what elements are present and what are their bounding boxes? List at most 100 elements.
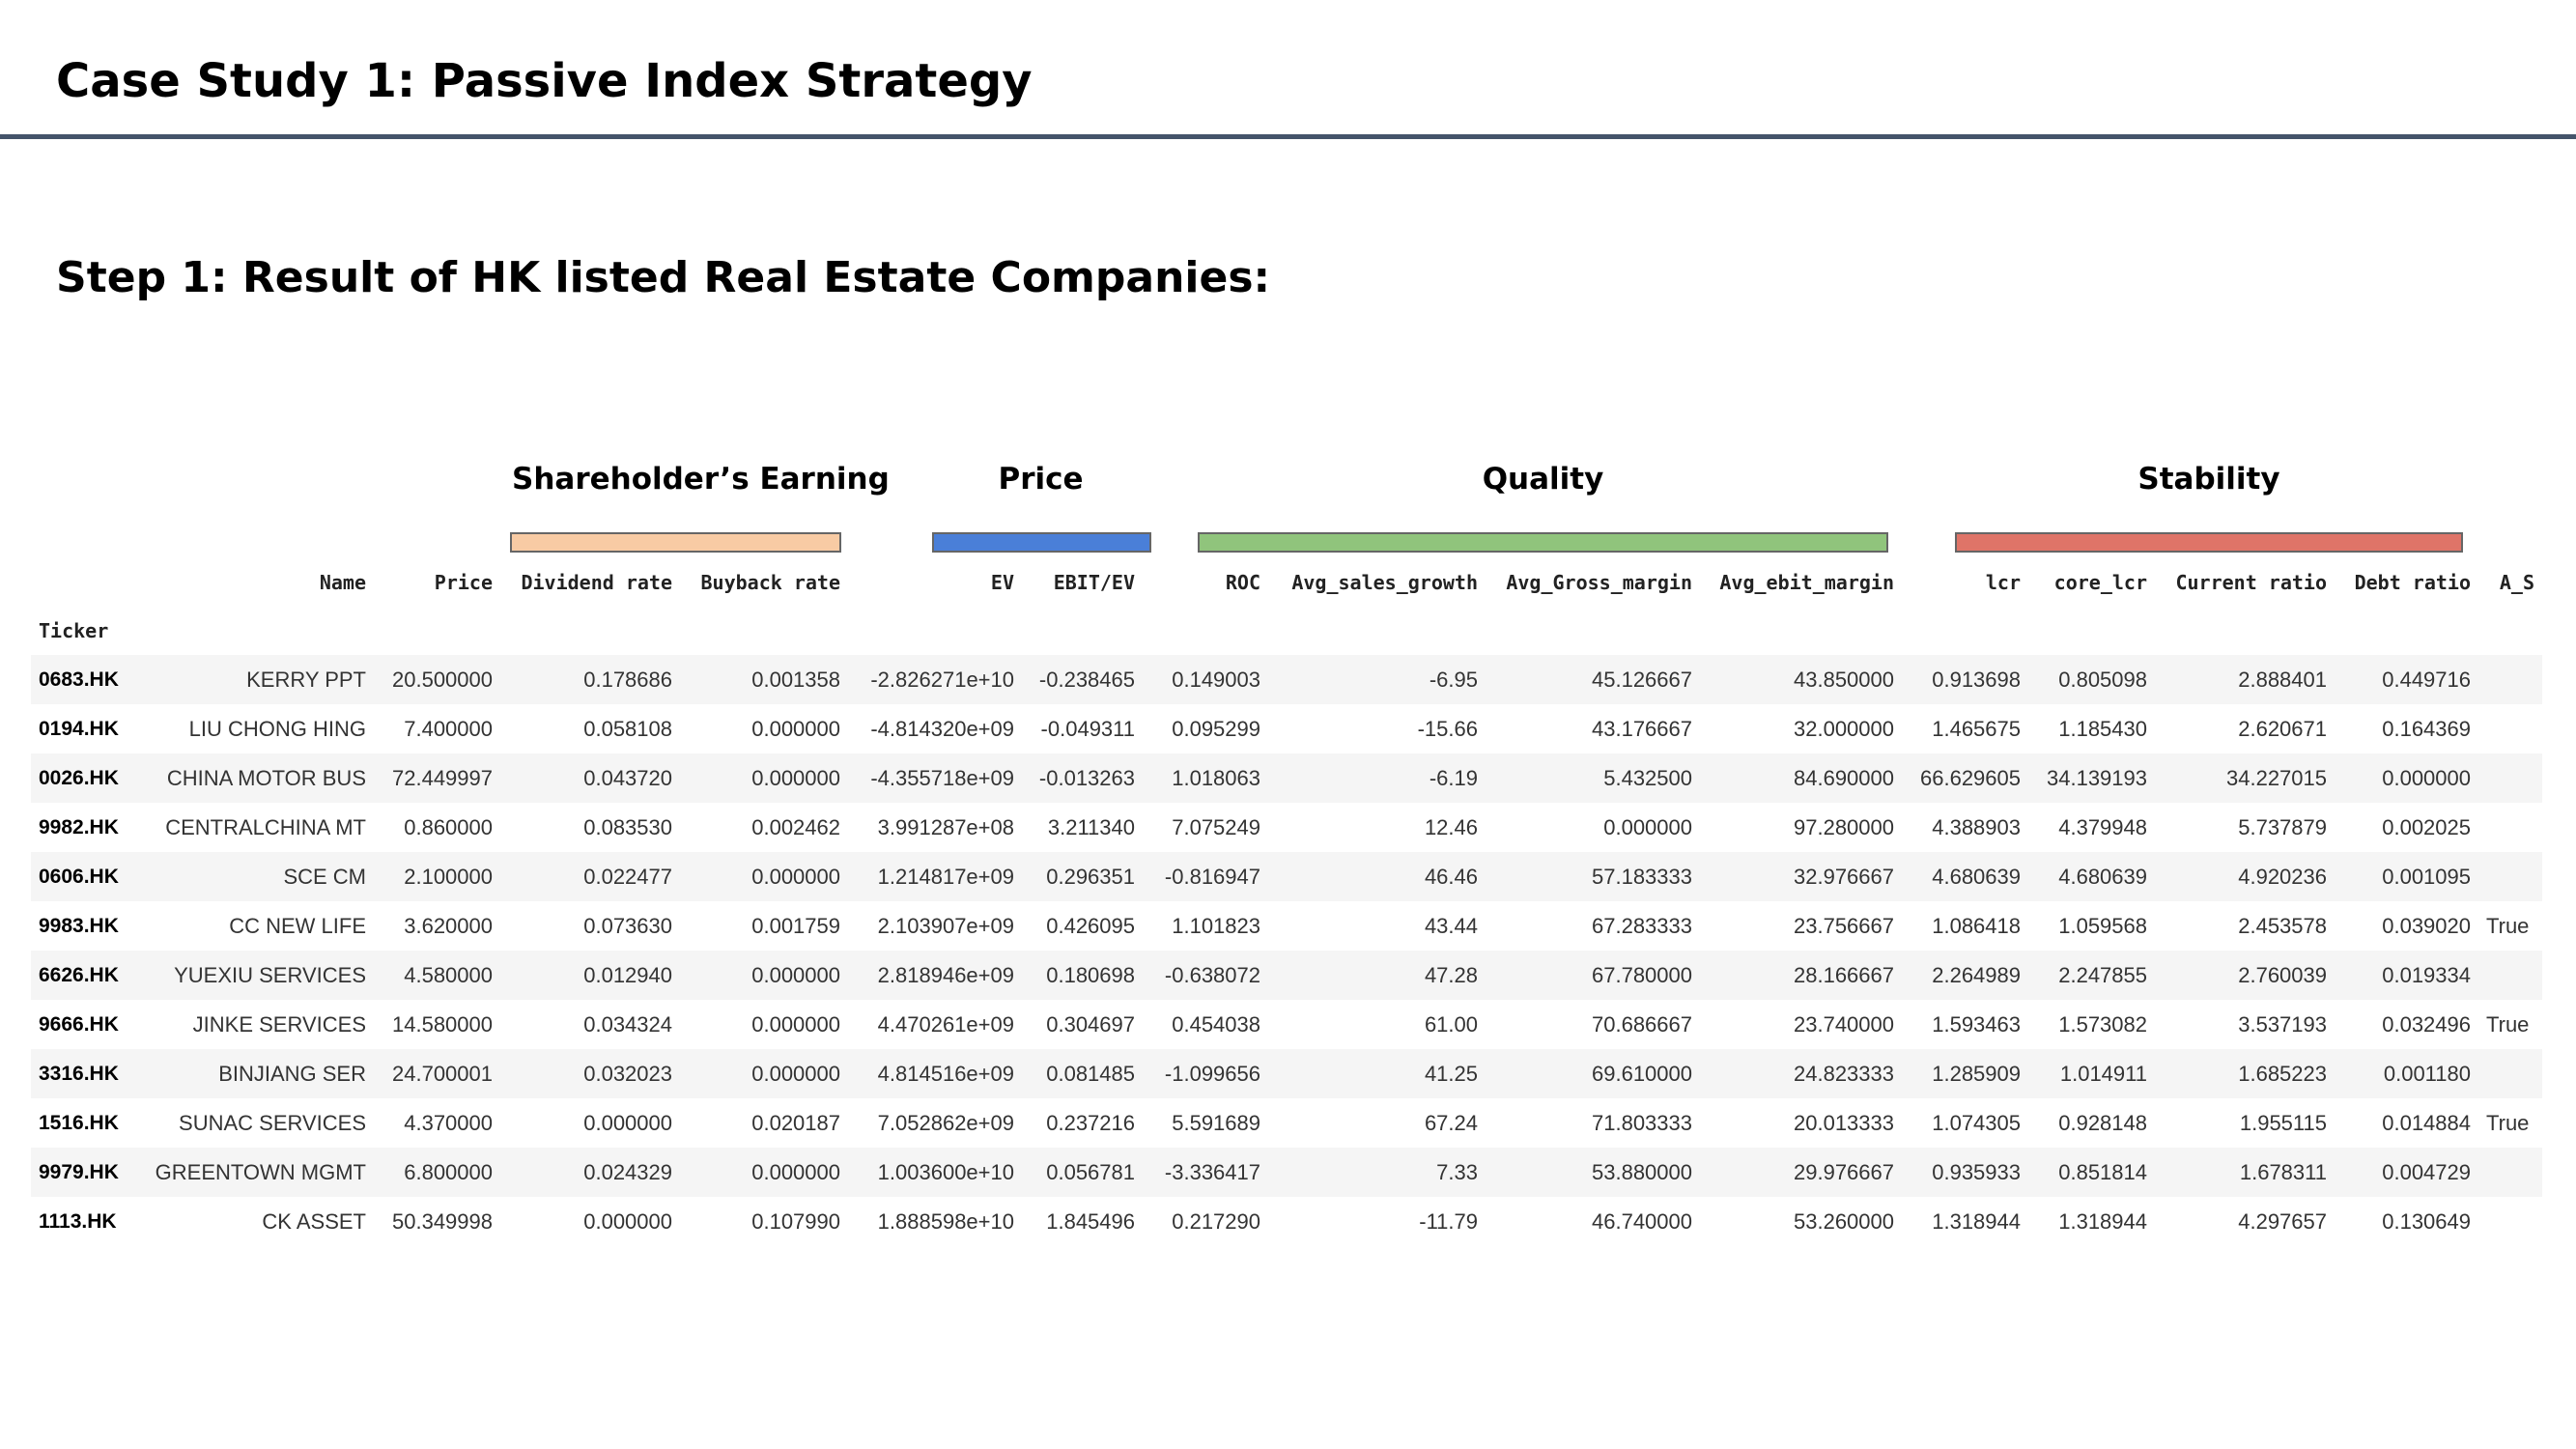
table-cell: 4.470261e+09 [877, 1011, 1014, 1037]
table-cell: 0.083530 [583, 814, 672, 839]
group-label-shareholders-earning: Shareholder’s Earning [512, 462, 890, 497]
table-cell [2478, 803, 2542, 852]
table-cell: 1.059568 [2058, 913, 2147, 938]
table-cell: 7.33 [1436, 1159, 1478, 1184]
table-cell: 43.176667 [1592, 716, 1692, 741]
table-cell: 0.000000 [583, 1110, 672, 1135]
ticker-cell: 0026.HK [39, 766, 119, 789]
table-cell: 46.46 [1424, 864, 1478, 889]
table-cell: 1.074305 [1932, 1110, 2021, 1135]
table-cell: 20.500000 [392, 667, 493, 692]
table-cell: 71.803333 [1592, 1110, 1692, 1135]
table-cell: 46.740000 [1592, 1208, 1692, 1234]
table-cell: 72.449997 [392, 765, 493, 790]
table-cell: 43.850000 [1794, 667, 1894, 692]
table-cell: 1.018063 [1172, 765, 1260, 790]
table-cell: 0.000000 [583, 1208, 672, 1234]
table-cell: 20.013333 [1794, 1110, 1894, 1135]
table-cell: 2.264989 [1932, 962, 2021, 987]
table-row: 0026.HK CHINA MOTOR BUS 72.449997 0.043720 0… [31, 753, 2542, 803]
table-cell: 3.620000 [404, 913, 493, 938]
header-row: Name Price Dividend rate Buyback rate EV… [31, 558, 2542, 607]
table-cell [2478, 1049, 2542, 1098]
table-cell: 53.880000 [1592, 1159, 1692, 1184]
column-header: Current ratio [2175, 571, 2327, 594]
table-cell: 0.002462 [751, 814, 840, 839]
table-cell: CHINA MOTOR BUS [166, 765, 366, 790]
table-cell: 34.227015 [2226, 765, 2327, 790]
table-cell: -0.013263 [1038, 765, 1135, 790]
column-header: EBIT/EV [1053, 571, 1135, 594]
table-cell: 45.126667 [1592, 667, 1692, 692]
table-cell: 24.700001 [392, 1061, 493, 1086]
table-cell: -0.238465 [1038, 667, 1135, 692]
table-cell: 7.075249 [1172, 814, 1260, 839]
table-cell: 0.000000 [2382, 765, 2471, 790]
table-cell: 2.100000 [404, 864, 493, 889]
table-cell: 2.620671 [2238, 716, 2327, 741]
table-cell: 32.976667 [1794, 864, 1894, 889]
table-cell: 41.25 [1424, 1061, 1478, 1086]
table-cell: 5.737879 [2238, 814, 2327, 839]
table-cell [2478, 1197, 2542, 1246]
table-cell: 2.760039 [2238, 962, 2327, 987]
ticker-cell: 9982.HK [39, 815, 119, 838]
table-cell: 0.032023 [583, 1061, 672, 1086]
ticker-cell: 1516.HK [39, 1111, 119, 1134]
table-cell: 23.756667 [1794, 913, 1894, 938]
table-cell: 0.860000 [404, 814, 493, 839]
table-row: 0683.HK KERRY PPT 20.500000 0.178686 0.00135… [31, 655, 2542, 704]
table-cell: 0.851814 [2058, 1159, 2147, 1184]
index-name-row: Ticker [31, 607, 2542, 655]
table-cell: 4.680639 [2058, 864, 2147, 889]
table-cell: 4.920236 [2238, 864, 2327, 889]
table-cell: 1.285909 [1932, 1061, 2021, 1086]
table-cell: 69.610000 [1592, 1061, 1692, 1086]
table-cell: 67.24 [1424, 1110, 1478, 1135]
table-cell: 0.454038 [1172, 1011, 1260, 1037]
ticker-cell: 6626.HK [39, 963, 119, 986]
group-label-quality: Quality [1482, 462, 1604, 497]
table-cell [2478, 852, 2542, 901]
table-cell: 0.058108 [583, 716, 672, 741]
table-cell: -11.79 [1419, 1208, 1478, 1234]
group-label-stability: Stability [2137, 462, 2280, 497]
column-header: A_S [2499, 571, 2534, 594]
column-header: Dividend rate [521, 571, 672, 594]
table-cell: 97.280000 [1794, 814, 1894, 839]
table-cell: -4.814320e+09 [870, 716, 1014, 741]
table-cell [2478, 951, 2542, 1000]
results-table: Name Price Dividend rate Buyback rate EV… [31, 558, 2542, 1246]
table-cell: 12.46 [1424, 814, 1478, 839]
table-cell: 0.805098 [2058, 667, 2147, 692]
column-header: Buyback rate [700, 571, 841, 594]
column-header: ROC [1225, 571, 1260, 594]
table-cell: 0.043720 [583, 765, 672, 790]
table-row: 1516.HK SUNAC SERVICES 4.370000 0.000000 0.0… [31, 1098, 2542, 1148]
ticker-cell: 1113.HK [39, 1209, 117, 1233]
table-cell: 6.800000 [404, 1159, 493, 1184]
column-header: lcr [1985, 571, 2021, 594]
table-cell: SCE CM [283, 864, 366, 889]
table-cell: 0.081485 [1046, 1061, 1135, 1086]
table-cell: 0.237216 [1046, 1110, 1135, 1135]
table-cell: 4.297657 [2238, 1208, 2327, 1234]
table-cell [2478, 655, 2542, 704]
table-cell: 0.000000 [751, 1159, 840, 1184]
table-cell: 7.400000 [404, 716, 493, 741]
column-header: Price [434, 571, 493, 594]
table-cell: 0.022477 [583, 864, 672, 889]
column-header: EV [990, 571, 1014, 594]
table-cell: 0.217290 [1172, 1208, 1260, 1234]
table-cell: 2.888401 [2238, 667, 2327, 692]
ticker-cell: 3316.HK [39, 1062, 119, 1085]
table-cell: -6.19 [1429, 765, 1478, 790]
table-row: 0606.HK SCE CM 2.100000 0.022477 0.000000 1.2… [31, 852, 2542, 901]
table-cell: -15.66 [1417, 716, 1478, 741]
table-cell: 2.247855 [2058, 962, 2147, 987]
table-cell: True [2486, 913, 2530, 938]
table-cell: 0.178686 [583, 667, 672, 692]
table-cell: 28.166667 [1794, 962, 1894, 987]
table-cell: 57.183333 [1592, 864, 1692, 889]
table-cell: 0.000000 [1603, 814, 1692, 839]
